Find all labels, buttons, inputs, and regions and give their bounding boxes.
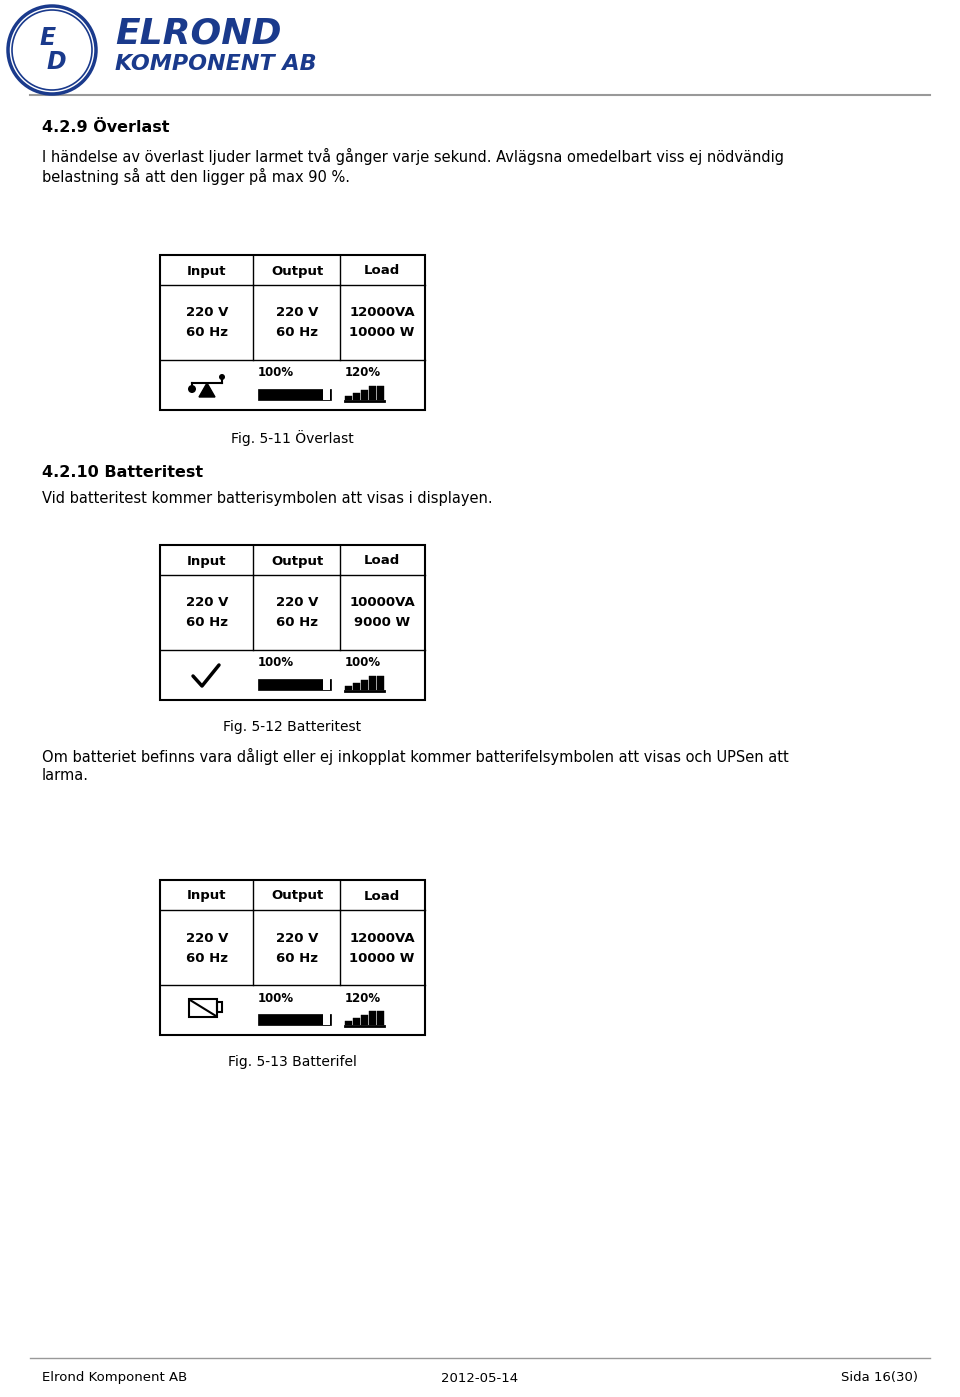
- Text: Vid batteritest kommer batterisymbolen att visas i displayen.: Vid batteritest kommer batterisymbolen a…: [42, 490, 492, 506]
- Bar: [369, 1011, 376, 1025]
- Text: Input: Input: [187, 555, 227, 567]
- Bar: [353, 393, 360, 400]
- Text: ELROND: ELROND: [115, 15, 281, 50]
- Text: Elrond Komponent AB: Elrond Komponent AB: [42, 1372, 187, 1384]
- Bar: [323, 388, 330, 400]
- Bar: [217, 1002, 222, 1011]
- Text: 220 V: 220 V: [186, 597, 228, 609]
- Bar: [323, 1014, 330, 1025]
- Text: Load: Load: [364, 264, 400, 278]
- Text: Load: Load: [364, 890, 400, 902]
- Text: E: E: [40, 27, 56, 50]
- Text: Fig. 5-13 Batterifel: Fig. 5-13 Batterifel: [228, 1055, 356, 1069]
- Bar: [258, 679, 331, 690]
- Text: 60 Hz: 60 Hz: [186, 327, 228, 339]
- Text: 10000VA: 10000VA: [349, 597, 415, 609]
- Text: KOMPONENT AB: KOMPONENT AB: [115, 54, 317, 74]
- Bar: [353, 683, 360, 690]
- Text: D: D: [46, 50, 66, 74]
- Bar: [189, 999, 217, 1017]
- Bar: [160, 880, 425, 1035]
- Text: 220 V: 220 V: [186, 306, 228, 320]
- Bar: [258, 1014, 331, 1025]
- Text: 120%: 120%: [345, 992, 381, 1004]
- Text: 100%: 100%: [258, 366, 294, 380]
- Text: 9000 W: 9000 W: [354, 616, 410, 630]
- Bar: [258, 388, 331, 400]
- Text: 4.2.10 Batteritest: 4.2.10 Batteritest: [42, 465, 204, 481]
- Circle shape: [219, 374, 225, 380]
- Text: 100%: 100%: [258, 657, 294, 669]
- Text: 120%: 120%: [345, 366, 381, 380]
- Text: 220 V: 220 V: [276, 932, 318, 944]
- Text: 220 V: 220 V: [186, 932, 228, 944]
- Text: Input: Input: [187, 264, 227, 278]
- Bar: [369, 386, 376, 400]
- Bar: [377, 676, 384, 690]
- Bar: [377, 1011, 384, 1025]
- Text: Fig. 5-12 Batteritest: Fig. 5-12 Batteritest: [223, 719, 361, 733]
- Bar: [345, 1021, 352, 1025]
- Text: 100%: 100%: [258, 992, 294, 1004]
- Bar: [345, 686, 352, 690]
- Text: 60 Hz: 60 Hz: [276, 951, 318, 964]
- Text: Om batteriet befinns vara dåligt eller ej inkopplat kommer batterifelsymbolen at: Om batteriet befinns vara dåligt eller e…: [42, 747, 789, 766]
- Text: 12000VA: 12000VA: [349, 932, 415, 944]
- Text: 100%: 100%: [345, 657, 381, 669]
- Text: 220 V: 220 V: [276, 306, 318, 320]
- Bar: [369, 676, 376, 690]
- Text: 60 Hz: 60 Hz: [276, 327, 318, 339]
- Text: Input: Input: [187, 890, 227, 902]
- Bar: [361, 390, 368, 400]
- Text: 60 Hz: 60 Hz: [186, 951, 228, 964]
- Text: Output: Output: [271, 555, 324, 567]
- Bar: [160, 545, 425, 700]
- Text: 60 Hz: 60 Hz: [276, 616, 318, 630]
- Bar: [323, 679, 330, 690]
- Text: 220 V: 220 V: [276, 597, 318, 609]
- Bar: [345, 395, 352, 400]
- Text: Output: Output: [271, 890, 324, 902]
- Text: 10000 W: 10000 W: [349, 951, 415, 964]
- Text: 4.2.9 Överlast: 4.2.9 Överlast: [42, 120, 170, 136]
- Bar: [353, 1018, 360, 1025]
- Bar: [160, 256, 425, 409]
- Text: 10000 W: 10000 W: [349, 327, 415, 339]
- Text: 12000VA: 12000VA: [349, 306, 415, 320]
- Polygon shape: [199, 383, 215, 397]
- Text: Sida 16(30): Sida 16(30): [841, 1372, 918, 1384]
- Text: larma.: larma.: [42, 768, 89, 782]
- Text: Load: Load: [364, 555, 400, 567]
- Text: I händelse av överlast ljuder larmet två gånger varje sekund. Avlägsna omedelbar: I händelse av överlast ljuder larmet två…: [42, 148, 784, 165]
- Text: 2012-05-14: 2012-05-14: [442, 1372, 518, 1384]
- Bar: [361, 1016, 368, 1025]
- Text: belastning så att den ligger på max 90 %.: belastning så att den ligger på max 90 %…: [42, 168, 350, 184]
- Text: Fig. 5-11 Överlast: Fig. 5-11 Överlast: [230, 430, 353, 446]
- Text: 60 Hz: 60 Hz: [186, 616, 228, 630]
- Bar: [377, 386, 384, 400]
- Circle shape: [188, 386, 196, 393]
- Bar: [361, 680, 368, 690]
- Text: Output: Output: [271, 264, 324, 278]
